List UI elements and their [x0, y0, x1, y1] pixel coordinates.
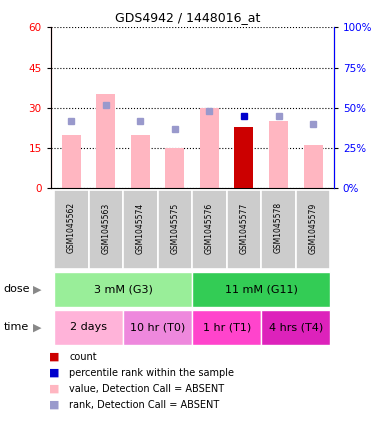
Bar: [234, 126, 254, 188]
Bar: [296, 190, 330, 269]
Text: GSM1045578: GSM1045578: [274, 202, 283, 253]
Text: 4 hrs (T4): 4 hrs (T4): [268, 322, 323, 332]
Text: ▶: ▶: [33, 322, 42, 332]
Text: GSM1045574: GSM1045574: [136, 202, 145, 253]
Text: GSM1045563: GSM1045563: [101, 202, 110, 253]
Bar: [227, 190, 261, 269]
Bar: [192, 272, 330, 307]
Bar: [96, 94, 116, 188]
Text: ▶: ▶: [33, 284, 42, 294]
Text: time: time: [4, 322, 29, 332]
Bar: [303, 146, 322, 188]
Text: ■: ■: [49, 352, 59, 362]
Bar: [261, 190, 296, 269]
Bar: [234, 126, 254, 188]
Text: dose: dose: [4, 284, 30, 294]
Text: 2 days: 2 days: [70, 322, 107, 332]
Bar: [88, 190, 123, 269]
Bar: [192, 310, 261, 345]
Text: ■: ■: [49, 400, 59, 410]
Text: GDS4942 / 1448016_at: GDS4942 / 1448016_at: [115, 11, 260, 24]
Bar: [131, 135, 150, 188]
Bar: [62, 135, 81, 188]
Text: ■: ■: [49, 368, 59, 378]
Bar: [192, 190, 227, 269]
Text: 10 hr (T0): 10 hr (T0): [130, 322, 185, 332]
Text: ■: ■: [49, 384, 59, 394]
Bar: [54, 310, 123, 345]
Bar: [54, 190, 88, 269]
Bar: [200, 108, 219, 188]
Text: 11 mM (G11): 11 mM (G11): [225, 284, 298, 294]
Bar: [54, 272, 192, 307]
Bar: [269, 121, 288, 188]
Text: GSM1045562: GSM1045562: [67, 202, 76, 253]
Text: rank, Detection Call = ABSENT: rank, Detection Call = ABSENT: [69, 400, 220, 410]
Text: GSM1045575: GSM1045575: [170, 202, 179, 253]
Text: GSM1045577: GSM1045577: [240, 202, 249, 253]
Bar: [165, 148, 184, 188]
Text: percentile rank within the sample: percentile rank within the sample: [69, 368, 234, 378]
Text: 1 hr (T1): 1 hr (T1): [202, 322, 251, 332]
Text: value, Detection Call = ABSENT: value, Detection Call = ABSENT: [69, 384, 225, 394]
Bar: [123, 190, 158, 269]
Text: GSM1045579: GSM1045579: [309, 202, 318, 253]
Text: 3 mM (G3): 3 mM (G3): [94, 284, 153, 294]
Bar: [261, 310, 330, 345]
Bar: [158, 190, 192, 269]
Bar: [123, 310, 192, 345]
Text: count: count: [69, 352, 97, 362]
Text: GSM1045576: GSM1045576: [205, 202, 214, 253]
